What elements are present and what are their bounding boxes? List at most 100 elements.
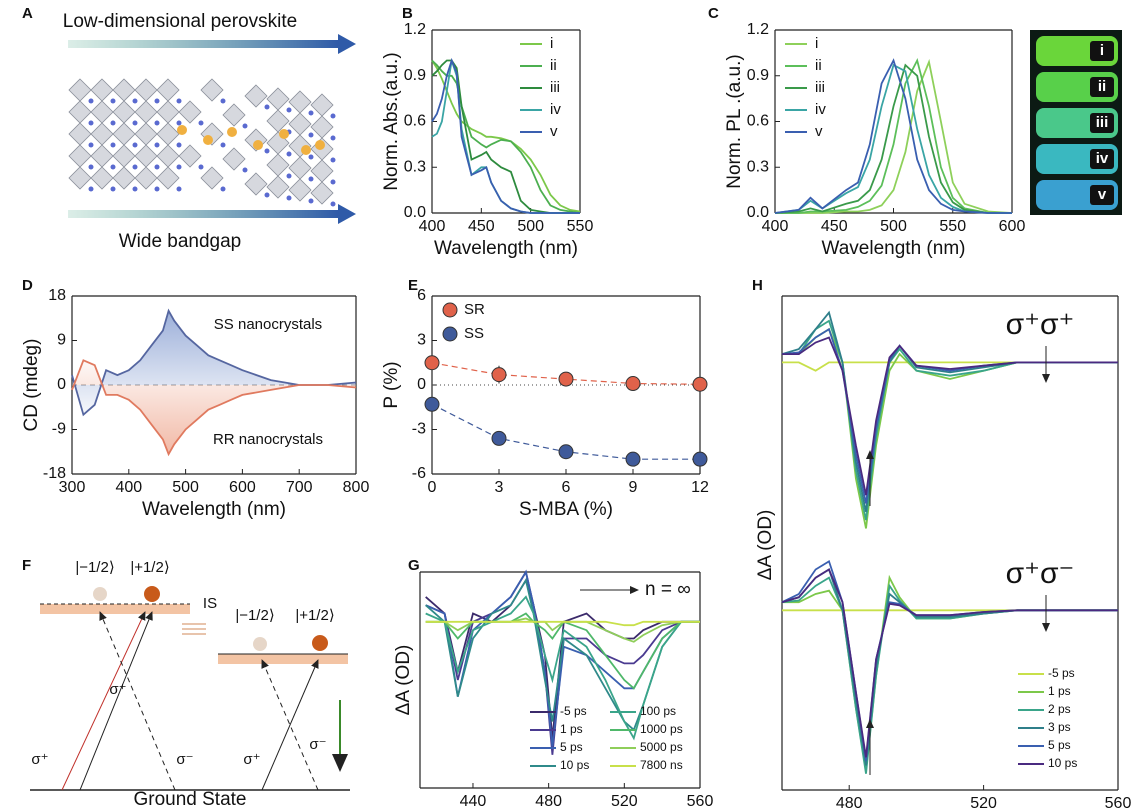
vial-tag bbox=[1090, 149, 1114, 169]
legend-label: 3 ps bbox=[1048, 720, 1071, 734]
atom bbox=[154, 120, 160, 126]
point bbox=[692, 376, 708, 392]
organic bbox=[227, 127, 237, 137]
octahedron bbox=[156, 100, 180, 124]
atom bbox=[286, 195, 292, 201]
y-tick-label: 0.9 bbox=[747, 67, 769, 84]
is-levels bbox=[182, 623, 206, 635]
atom bbox=[88, 164, 94, 170]
y-axis-label: Norm. PL .(a.u.) bbox=[724, 54, 745, 188]
atom bbox=[264, 192, 270, 198]
pol-label: σ⁻ bbox=[176, 751, 193, 768]
line bbox=[431, 60, 581, 213]
line bbox=[425, 595, 700, 741]
atom bbox=[88, 142, 94, 148]
octahedron bbox=[134, 166, 158, 190]
y-tick-label: 6 bbox=[417, 287, 426, 304]
vial-tag bbox=[1090, 113, 1114, 133]
octahedron bbox=[266, 109, 290, 133]
x-tick-label: 550 bbox=[567, 218, 594, 235]
octahedron bbox=[178, 100, 202, 124]
transition bbox=[261, 659, 319, 791]
atom bbox=[176, 98, 182, 104]
y-tick-label: 3 bbox=[417, 332, 426, 349]
atom bbox=[154, 164, 160, 170]
octahedron bbox=[288, 178, 312, 202]
panel-label: F bbox=[22, 557, 31, 574]
atom bbox=[308, 176, 314, 182]
state-label: IS bbox=[203, 595, 217, 612]
panel-label: C bbox=[708, 5, 719, 22]
x-tick-label: 500 bbox=[172, 479, 199, 496]
organic bbox=[203, 135, 213, 145]
atom bbox=[330, 157, 336, 163]
line bbox=[775, 58, 1013, 214]
atom bbox=[110, 142, 116, 148]
line bbox=[782, 336, 1118, 496]
vial-tag bbox=[1090, 41, 1114, 61]
gradient-arrow bbox=[68, 210, 338, 218]
atom bbox=[242, 167, 248, 173]
transition bbox=[261, 659, 319, 791]
point bbox=[692, 451, 708, 467]
line bbox=[781, 327, 1118, 504]
organic bbox=[279, 129, 289, 139]
vial-label: ii bbox=[1098, 78, 1106, 95]
y-tick-label: 0.0 bbox=[747, 204, 769, 221]
legend-label: 1 ps bbox=[1048, 684, 1071, 698]
panel-label: G bbox=[408, 557, 420, 574]
x-tick-label: 300 bbox=[59, 479, 86, 496]
y-tick-label: 1.2 bbox=[747, 21, 769, 38]
legend-marker bbox=[442, 326, 458, 342]
panel-label: A bbox=[22, 5, 33, 22]
atom bbox=[132, 186, 138, 192]
x-tick-label: 0 bbox=[428, 479, 437, 496]
vial-label: iii bbox=[1096, 114, 1109, 131]
atom bbox=[88, 186, 94, 192]
state-label: |+1/2⟩ bbox=[295, 607, 334, 624]
pol-label: σ⁺ bbox=[109, 681, 126, 698]
octahedron bbox=[310, 115, 334, 139]
x-axis-label: Wavelength (nm) bbox=[822, 238, 966, 259]
pol-label: σ⁺ bbox=[243, 751, 260, 768]
vial-label: iv bbox=[1096, 150, 1109, 167]
atom bbox=[110, 98, 116, 104]
legend-label: ii bbox=[550, 57, 557, 74]
gradient-arrow bbox=[68, 40, 338, 48]
atom bbox=[176, 186, 182, 192]
y-axis-label: Norm. Abs.(a.u.) bbox=[381, 52, 402, 190]
atom bbox=[198, 164, 204, 170]
octahedron bbox=[68, 100, 92, 124]
octahedron bbox=[156, 78, 180, 102]
legend-label: 100 ps bbox=[640, 704, 676, 718]
legend-label: SS bbox=[464, 325, 484, 342]
atom bbox=[176, 142, 182, 148]
line bbox=[425, 620, 700, 627]
y-tick-label: 0.6 bbox=[747, 113, 769, 130]
y-tick-label: 0.0 bbox=[404, 204, 426, 221]
legend-label: ii bbox=[815, 57, 822, 74]
octahedron bbox=[288, 90, 312, 114]
octahedron bbox=[90, 166, 114, 190]
x-tick-label: 9 bbox=[629, 479, 638, 496]
pol-label: σ⁺ bbox=[31, 751, 48, 768]
x-axis-label: S-MBA (%) bbox=[519, 499, 613, 520]
legend-label: -5 ps bbox=[560, 704, 587, 718]
x-tick-label: 560 bbox=[1105, 795, 1132, 809]
legend-label: 1000 ps bbox=[640, 722, 683, 736]
line bbox=[774, 58, 1012, 214]
octahedron bbox=[156, 122, 180, 146]
vial-tag bbox=[1090, 77, 1114, 97]
x-tick-label: 560 bbox=[687, 793, 714, 809]
panel-f: F |−1/2⟩ |+1/2⟩ IS |−1/2⟩ |+1/2⟩ σ⁺ σ⁺ σ… bbox=[22, 557, 350, 809]
x-tick-label: 400 bbox=[115, 479, 142, 496]
state-label: |−1/2⟩ bbox=[235, 607, 274, 624]
octahedron bbox=[156, 166, 180, 190]
octahedron bbox=[156, 144, 180, 168]
octahedron bbox=[134, 100, 158, 124]
y-tick-label: 0 bbox=[417, 376, 426, 393]
legend-label: v bbox=[550, 123, 558, 140]
x-tick-label: 550 bbox=[939, 218, 966, 235]
octahedron bbox=[90, 144, 114, 168]
atom bbox=[154, 98, 160, 104]
